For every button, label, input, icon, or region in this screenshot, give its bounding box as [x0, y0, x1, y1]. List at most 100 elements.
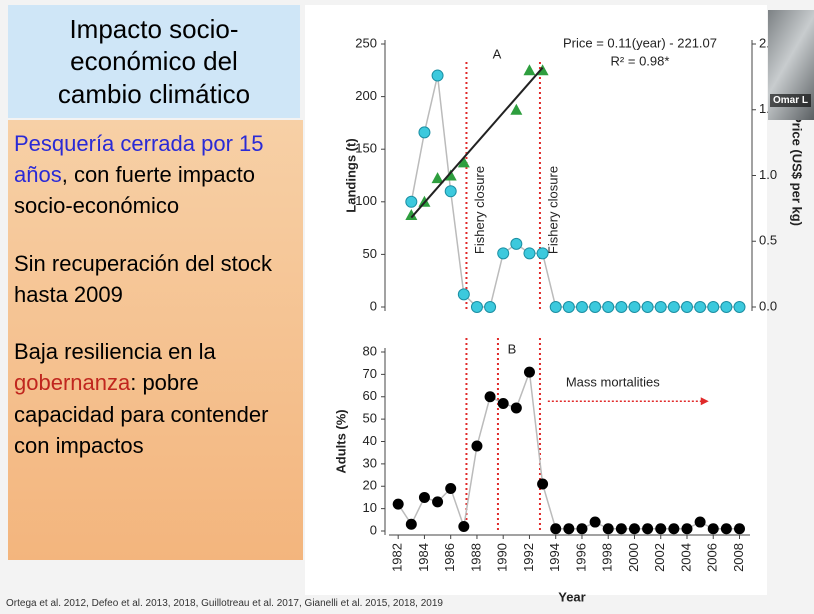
point: [589, 301, 602, 313]
x-tick-label: 1990: [495, 543, 510, 572]
point: [707, 301, 720, 313]
point: [681, 523, 693, 535]
point: [510, 237, 523, 250]
panel-label: A: [493, 46, 502, 61]
bullet-text: , con fuerte impacto socio-económico: [14, 162, 255, 219]
bullet: Baja resiliencia en la gobernanza: pobre…: [14, 336, 297, 461]
point: [431, 172, 444, 184]
y-axis-title: Adults (%): [333, 409, 348, 473]
y2-axis-title: Price (US$ per kg): [790, 114, 805, 226]
bullet-text: : pobre capacidad para contender con imp…: [14, 370, 269, 458]
chart-panel: [305, 5, 767, 595]
point: [733, 523, 745, 535]
closure-label: Fishery closure: [472, 166, 487, 254]
x-tick-label: 1994: [547, 543, 562, 572]
point: [445, 482, 457, 494]
y-tick-label: 0: [370, 522, 377, 537]
point: [537, 478, 549, 490]
point: [432, 496, 444, 508]
point: [444, 169, 457, 181]
y-tick-label: 10: [363, 500, 377, 515]
point: [484, 391, 496, 403]
citation: Ortega et al. 2012, Defeo et al. 2013, 2…: [6, 598, 443, 609]
x-tick-label: 2002: [652, 543, 667, 572]
annotation-text: Mass mortalities: [566, 375, 660, 390]
video-overlay: Omar L: [768, 10, 814, 120]
point: [720, 301, 733, 313]
point: [536, 247, 549, 260]
point: [405, 195, 418, 208]
point: [457, 156, 470, 168]
arrow-head: [700, 397, 709, 406]
y-tick-label: 70: [363, 366, 377, 381]
point: [550, 523, 562, 535]
y-axis-title: Landings (t): [343, 138, 358, 212]
y-tick-label: 80: [363, 343, 377, 358]
point: [589, 516, 601, 528]
point: [418, 491, 430, 503]
y-tick-label: 50: [363, 411, 377, 426]
point: [576, 523, 588, 535]
y-tick-label: 200: [355, 88, 377, 103]
y2-tick-label: 1.0: [759, 167, 777, 182]
y-tick-label: 20: [363, 478, 377, 493]
point: [562, 301, 575, 313]
x-tick-label: 1984: [416, 543, 431, 572]
panel-label: B: [508, 341, 517, 356]
point: [392, 498, 404, 510]
point: [654, 301, 667, 313]
trendline: [410, 67, 544, 219]
point: [563, 523, 575, 535]
participant-name: Omar L: [770, 94, 812, 107]
y-tick-label: 50: [363, 246, 377, 261]
point: [668, 523, 680, 535]
x-tick-label: 2008: [731, 543, 746, 572]
slide-title: Impacto socio-económico del cambio climá…: [8, 5, 300, 118]
point: [694, 516, 706, 528]
point: [642, 523, 654, 535]
bullet: Pesquería cerrada por 15 años, con fuert…: [14, 128, 297, 222]
x-tick-label: 1986: [442, 543, 457, 572]
y-tick-label: 100: [355, 193, 377, 208]
point: [549, 301, 562, 313]
bullet-text: Sin recuperación del stock hasta 2009: [14, 250, 273, 307]
y2-tick-label: 0.0: [759, 298, 777, 313]
point: [707, 523, 719, 535]
point: [457, 288, 470, 301]
slide-body: Pesquería cerrada por 15 años, con fuert…: [8, 120, 303, 560]
y-tick-label: 30: [363, 455, 377, 470]
x-tick-label: 1998: [600, 543, 615, 572]
point: [510, 402, 522, 414]
point: [641, 301, 654, 313]
x-tick-label: 2000: [626, 543, 641, 572]
bullet-text: Baja resiliencia en la: [14, 339, 216, 365]
point: [628, 523, 640, 535]
x-tick-label: 2004: [678, 543, 693, 572]
x-tick-label: 2006: [705, 543, 720, 572]
point: [484, 301, 497, 313]
point: [694, 301, 707, 313]
point: [628, 301, 641, 313]
bullet-text: gobernanza: [14, 370, 131, 396]
x-tick-label: 1992: [521, 543, 536, 572]
point: [602, 523, 614, 535]
point: [405, 208, 418, 220]
point: [523, 366, 535, 378]
y2-tick-label: 0.5: [759, 233, 777, 248]
bullet-text: Pesquería cerrada por 15 años: [14, 131, 264, 188]
x-axis-title: Year: [558, 589, 585, 604]
y-tick-label: 60: [363, 388, 377, 403]
point: [510, 103, 523, 115]
point: [523, 64, 536, 76]
point: [602, 301, 615, 313]
point: [405, 518, 417, 530]
y-tick-label: 250: [355, 35, 377, 50]
point: [655, 523, 667, 535]
x-tick-label: 1996: [573, 543, 588, 572]
point: [470, 301, 483, 313]
bullet: Sin recuperación del stock hasta 2009: [14, 248, 297, 310]
point: [497, 247, 510, 260]
point: [615, 523, 627, 535]
